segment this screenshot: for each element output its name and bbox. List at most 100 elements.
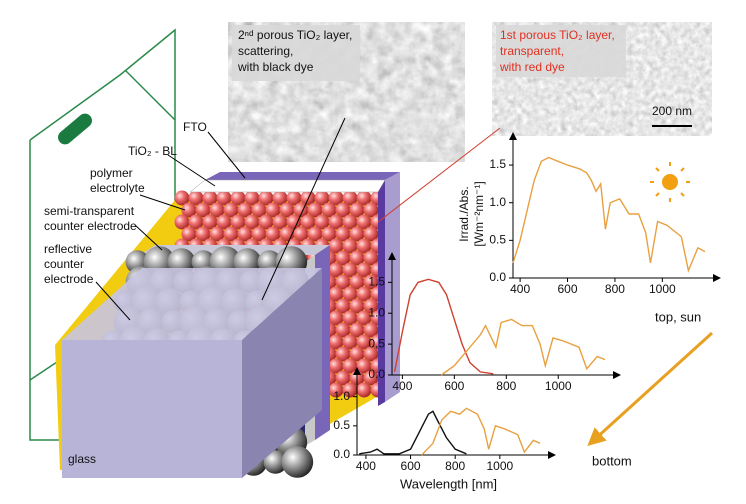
- particle: [209, 226, 225, 242]
- particle: [349, 346, 365, 362]
- particle: [244, 190, 260, 206]
- particle: [202, 190, 218, 206]
- particle: [281, 446, 314, 478]
- particle: [349, 322, 365, 338]
- leader-lines: [95, 117, 346, 321]
- particle: [272, 214, 288, 230]
- particle: [356, 190, 372, 206]
- particle: [237, 202, 253, 218]
- caption: with black dye: [237, 60, 314, 74]
- layer-label: reflective: [44, 242, 92, 256]
- caption: 1st porous TiO₂ layer,: [500, 28, 615, 42]
- resistor: [58, 113, 92, 145]
- particle: [335, 298, 351, 314]
- particle: [363, 346, 379, 362]
- x-tick-label: 400: [356, 459, 376, 473]
- data-line: [393, 278, 494, 375]
- particle: [356, 310, 372, 326]
- particle: [363, 370, 379, 386]
- particle: [279, 202, 295, 218]
- data-line: [359, 410, 467, 455]
- circuit: [29, 28, 176, 441]
- caption-box: [232, 25, 360, 81]
- particle: [328, 262, 344, 278]
- sun-icon: [650, 162, 690, 202]
- particle: [258, 190, 274, 206]
- data-line: [512, 156, 706, 273]
- particle: [349, 298, 365, 314]
- particle: [216, 190, 232, 206]
- particle: [251, 202, 267, 218]
- layer-label: electrode: [44, 272, 94, 286]
- particle: [335, 250, 351, 266]
- caption: 2ⁿᵈ porous TiO₂ layer,: [238, 28, 352, 42]
- glass-side: [242, 268, 322, 478]
- y-tick-label: 0.5: [368, 336, 385, 350]
- particle: [356, 286, 372, 302]
- y-tick-label: 1.5: [489, 157, 506, 171]
- particle: [335, 226, 351, 242]
- particle: [328, 382, 344, 398]
- particle: [356, 334, 372, 350]
- particle: [230, 214, 246, 230]
- x-tick-label: 800: [605, 282, 625, 296]
- particle: [342, 262, 358, 278]
- particle: [195, 226, 211, 242]
- particle: [363, 274, 379, 290]
- fto-top: [205, 172, 400, 180]
- particle: [216, 214, 232, 230]
- particle: [265, 226, 281, 242]
- particle: [349, 202, 365, 218]
- x-tick-label: 600: [401, 459, 421, 473]
- particle: [328, 310, 344, 326]
- particle: [356, 238, 372, 254]
- particle: [307, 202, 323, 218]
- data-line: [421, 407, 541, 456]
- caption: with red dye: [499, 60, 565, 74]
- caption: scattering,: [238, 44, 293, 58]
- y-axis-label: Irrad./Abs.: [457, 186, 471, 241]
- layer-label: semi-transparent: [44, 204, 135, 218]
- x-tick-label: 400: [510, 282, 530, 296]
- particle: [307, 226, 323, 242]
- particle: [342, 214, 358, 230]
- y-tick-label: 0.0: [489, 270, 506, 284]
- glass-top: [62, 268, 322, 340]
- particle: [363, 322, 379, 338]
- particle: [321, 202, 337, 218]
- particle: [223, 226, 239, 242]
- particle: [328, 286, 344, 302]
- particle: [335, 202, 351, 218]
- layer-label: electrolyte: [90, 181, 145, 195]
- particle: [209, 202, 225, 218]
- particle: [328, 238, 344, 254]
- particle: [363, 250, 379, 266]
- layer-label: FTO: [183, 120, 207, 134]
- particle: [342, 190, 358, 206]
- particle: [244, 214, 260, 230]
- particle: [237, 226, 253, 242]
- particle: [328, 358, 344, 374]
- particle: [321, 226, 337, 242]
- x-axis-label: Wavelength [nm]: [400, 476, 497, 491]
- particle: [174, 214, 190, 230]
- layer-label: counter: [44, 257, 84, 271]
- particle: [195, 202, 211, 218]
- particle: [356, 382, 372, 398]
- particle: [335, 322, 351, 338]
- particle: [181, 226, 197, 242]
- particle: [258, 214, 274, 230]
- particle: [263, 450, 288, 474]
- particle: [342, 238, 358, 254]
- particle: [342, 310, 358, 326]
- fto-side: [378, 180, 385, 406]
- particle: [272, 190, 288, 206]
- particle: [293, 226, 309, 242]
- caption-box: [496, 25, 626, 77]
- y-axis-label: [Wm⁻²nm⁻¹]: [472, 181, 486, 246]
- red-leader: [377, 127, 501, 223]
- x-tick-label: 400: [392, 379, 412, 393]
- particle: [349, 250, 365, 266]
